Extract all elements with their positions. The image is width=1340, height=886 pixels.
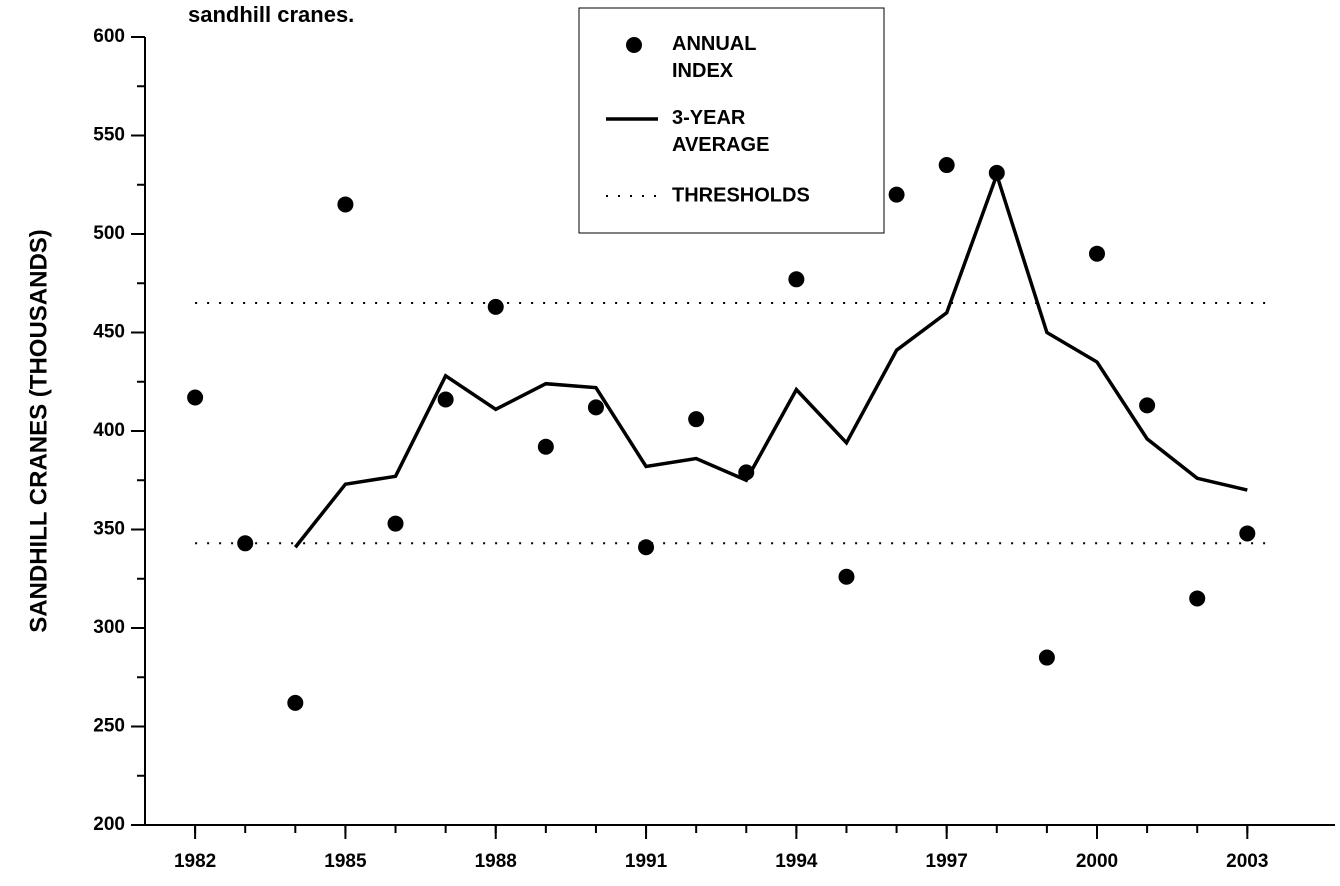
y-tick-label: 400 xyxy=(93,420,125,441)
index-point xyxy=(838,568,855,585)
index-point xyxy=(888,186,905,203)
index-point xyxy=(688,411,705,428)
y-tick-label: 250 xyxy=(93,716,125,737)
average-line xyxy=(293,169,1248,549)
x-tick-label: 1997 xyxy=(926,851,968,872)
legend-label: THRESHOLDS xyxy=(672,184,810,206)
index-point xyxy=(1139,397,1156,414)
index-point xyxy=(1239,525,1256,542)
index-point xyxy=(387,515,404,532)
y-tick-label: 600 xyxy=(93,26,125,47)
legend-marker xyxy=(626,37,642,53)
index-point xyxy=(487,298,504,315)
index-point xyxy=(1089,245,1105,262)
y-tick-label: 300 xyxy=(93,617,125,638)
index-point xyxy=(237,535,254,552)
index-point xyxy=(1038,649,1055,666)
y-tick-label: 550 xyxy=(93,125,125,146)
index-point xyxy=(938,157,955,174)
y-tick-label: 450 xyxy=(93,322,125,343)
index-point xyxy=(187,389,204,406)
index-point xyxy=(437,391,454,408)
x-tick-label: 1991 xyxy=(625,851,668,872)
index-point xyxy=(638,539,655,556)
index-point xyxy=(788,271,805,288)
x-tick-label: 1988 xyxy=(475,851,517,872)
x-tick-label: 1994 xyxy=(775,851,818,872)
legend-label: 3-YEAR AVERAGE xyxy=(672,107,769,156)
x-tick-label: 2003 xyxy=(1226,851,1268,872)
x-tick-label: 1982 xyxy=(174,851,216,872)
index-point xyxy=(287,694,304,711)
index-point xyxy=(1189,590,1206,607)
index-point xyxy=(337,196,354,213)
chart-title: sandhill cranes. xyxy=(188,2,354,27)
x-tick-label: 2000 xyxy=(1076,851,1118,872)
index-point xyxy=(537,438,554,455)
index-point xyxy=(587,399,604,416)
legend-label: ANNUAL INDEX xyxy=(672,33,756,82)
y-tick-label: 350 xyxy=(93,519,125,540)
y-tick-label: 200 xyxy=(93,814,125,835)
y-tick-label: 500 xyxy=(93,223,125,244)
y-axis-label: SANDHILL CRANES (THOUSANDS) xyxy=(25,229,52,633)
x-tick-label: 1985 xyxy=(324,851,367,872)
